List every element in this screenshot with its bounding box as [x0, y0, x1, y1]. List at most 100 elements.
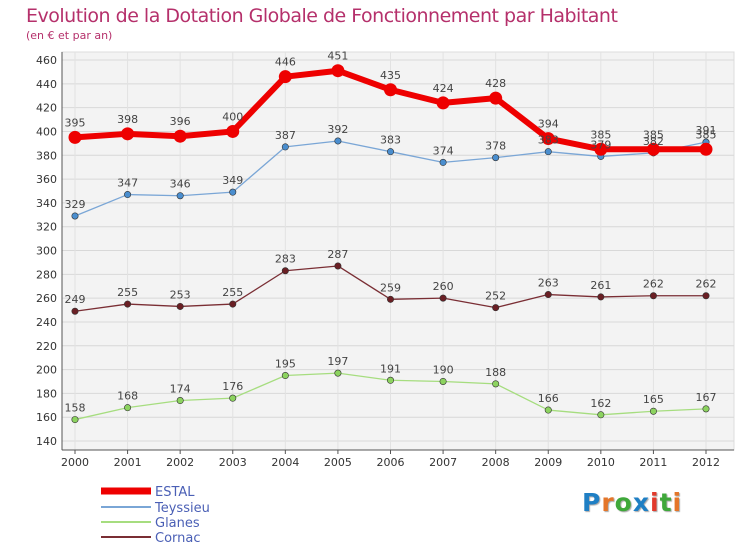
data-label-glanes: 176 [222, 380, 243, 393]
data-label-teyssieu: 347 [117, 177, 138, 190]
y-tick-label: 160 [36, 411, 57, 424]
data-label-glanes: 191 [380, 362, 401, 375]
data-label-teyssieu: 378 [485, 140, 506, 153]
data-label-teyssieu: 382 [643, 135, 664, 148]
y-tick-label: 460 [36, 54, 57, 67]
data-label-cornac: 253 [170, 288, 191, 301]
data-point-cornac [124, 300, 132, 308]
data-labels: 158 168 174 176 195 197 191 190 188 166 162 165 167 2… [65, 50, 717, 415]
data-point-cornac [439, 294, 447, 302]
x-tick-label: 2012 [692, 456, 720, 469]
data-point-teyssieu [492, 154, 500, 162]
x-tick-label: 2001 [114, 456, 142, 469]
data-point-teyssieu [176, 192, 184, 200]
x-tick-label: 2005 [324, 456, 352, 469]
y-tick-label: 180 [36, 387, 57, 400]
data-point-cornac [544, 291, 552, 299]
data-label-cornac: 252 [485, 290, 506, 303]
data-point-glanes [492, 380, 500, 388]
x-tick-label: 2006 [377, 456, 405, 469]
y-tick-label: 280 [36, 268, 57, 281]
data-point-teyssieu [229, 188, 237, 196]
data-point-estal [436, 96, 450, 110]
data-point-cornac [386, 295, 394, 303]
data-point-glanes [439, 377, 447, 385]
data-label-cornac: 283 [275, 253, 296, 266]
data-point-estal [278, 70, 292, 84]
data-point-estal [121, 127, 135, 141]
data-label-glanes: 174 [170, 383, 191, 396]
data-point-cornac [71, 307, 79, 315]
data-label-estal: 385 [590, 128, 611, 141]
data-point-estal [173, 129, 187, 143]
y-tick-label: 320 [36, 221, 57, 234]
data-point-teyssieu [71, 212, 79, 220]
y-tick-label: 420 [36, 102, 57, 115]
data-label-teyssieu: 392 [327, 123, 348, 136]
y-tick-label: 240 [36, 316, 57, 329]
x-tick-label: 2010 [587, 456, 615, 469]
data-point-estal [541, 132, 555, 146]
data-point-teyssieu [334, 137, 342, 145]
data-label-teyssieu: 329 [65, 198, 86, 211]
data-label-estal: 396 [170, 115, 191, 128]
data-label-estal: 435 [380, 69, 401, 82]
chart-title: Evolution de la Dotation Globale de Fonc… [26, 5, 618, 27]
data-label-cornac: 261 [590, 279, 611, 292]
legend-label-estal: ESTAL [155, 485, 195, 500]
data-label-teyssieu: 349 [222, 174, 243, 187]
data-label-teyssieu: 383 [380, 134, 401, 147]
y-tick-label: 400 [36, 125, 57, 138]
y-tick-label: 340 [36, 197, 57, 210]
x-tick-label: 2000 [61, 456, 89, 469]
data-point-estal [594, 142, 608, 156]
legend-label-teyssieu: Teyssieu [154, 501, 210, 516]
legend-label-cornac: Cornac [155, 531, 201, 546]
data-label-estal: 385 [696, 128, 717, 141]
x-tick-label: 2002 [166, 456, 194, 469]
data-label-cornac: 262 [643, 278, 664, 291]
data-point-teyssieu [281, 143, 289, 151]
data-point-teyssieu [544, 148, 552, 156]
data-point-estal [384, 83, 397, 97]
y-tick-label: 200 [36, 364, 57, 377]
grid [62, 52, 734, 450]
x-tick-label: 2009 [534, 456, 562, 469]
data-label-cornac: 255 [222, 286, 243, 299]
data-point-estal [646, 142, 660, 156]
data-point-cornac [702, 292, 710, 300]
data-label-teyssieu: 374 [433, 144, 454, 157]
data-label-estal: 394 [538, 118, 559, 131]
series-group [68, 64, 713, 424]
data-label-teyssieu: 379 [590, 138, 611, 151]
data-point-glanes [334, 369, 342, 377]
data-label-estal: 446 [275, 56, 296, 69]
data-label-cornac: 255 [117, 286, 138, 299]
data-label-glanes: 165 [643, 393, 664, 406]
data-label-estal: 424 [433, 82, 454, 95]
data-point-cornac [281, 267, 289, 275]
y-tick-label: 220 [36, 340, 57, 353]
data-point-cornac [492, 304, 500, 312]
data-label-estal: 451 [327, 50, 348, 63]
data-point-glanes [386, 376, 394, 384]
chart-subtitle: (en € et par an) [26, 29, 113, 42]
data-point-glanes [281, 372, 289, 380]
data-point-estal [68, 130, 82, 144]
data-point-estal [331, 64, 345, 78]
data-label-estal: 398 [117, 113, 138, 126]
data-point-glanes [544, 406, 552, 414]
data-point-glanes [71, 416, 79, 424]
y-tick-label: 360 [36, 173, 57, 186]
data-label-teyssieu: 387 [275, 129, 296, 142]
data-label-glanes: 162 [590, 397, 611, 410]
data-point-glanes [597, 411, 605, 419]
data-label-glanes: 188 [485, 366, 506, 379]
data-label-glanes: 168 [117, 390, 138, 403]
data-point-teyssieu [386, 148, 394, 156]
x-tick-label: 2004 [271, 456, 299, 469]
y-tick-label: 140 [36, 435, 57, 448]
